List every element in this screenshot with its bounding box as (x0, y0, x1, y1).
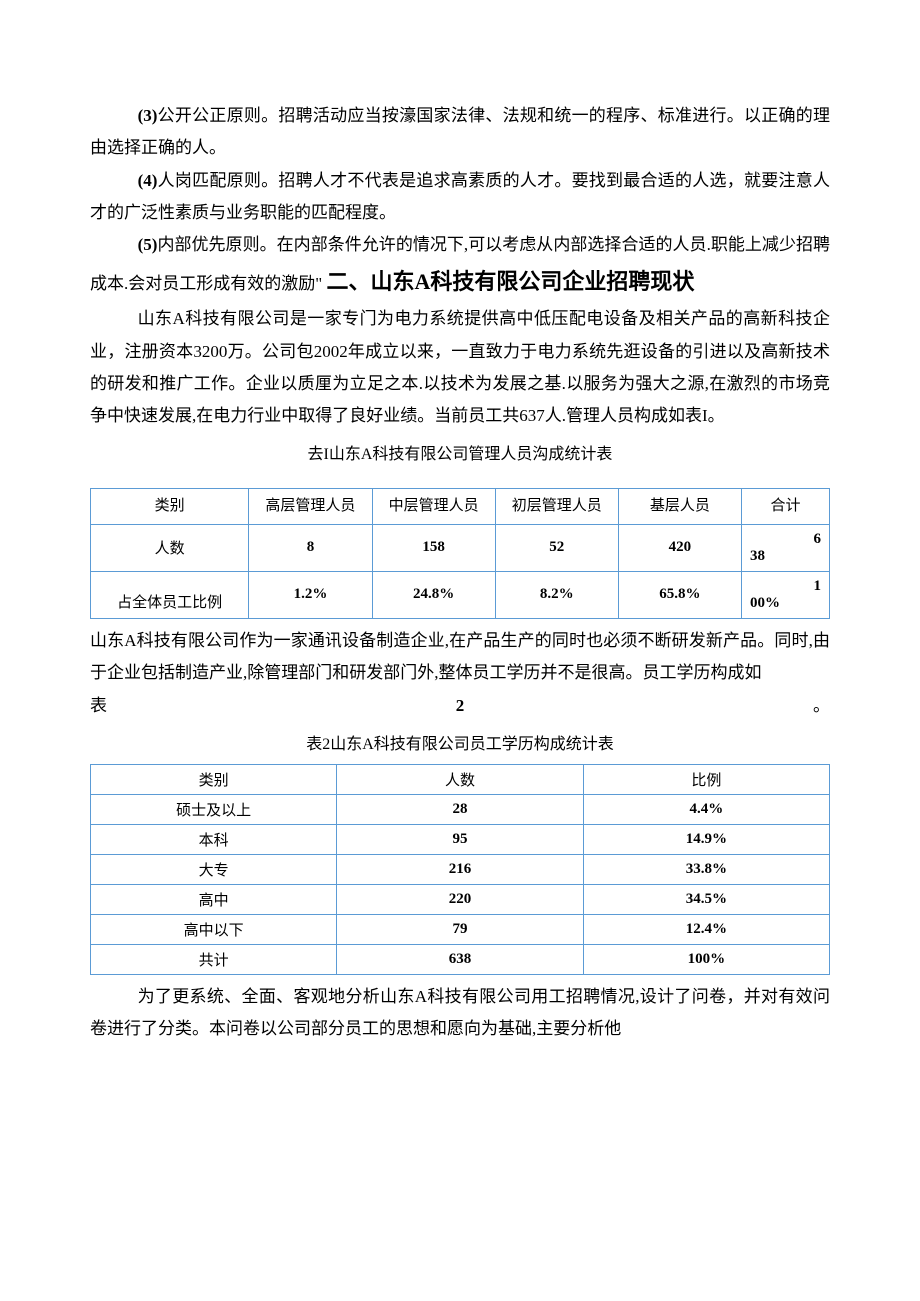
principle-3-paragraph: (3)公开公正原则。招聘活动应当按濠国家法律、法规和统一的程序、标准进行。以正确… (90, 100, 830, 165)
table-2-cell-label: 高中 (91, 884, 337, 914)
table-1-header-category: 类别 (91, 489, 249, 525)
table-1-cell-total: 1 00% (741, 571, 829, 618)
table-1-cell: 24.8% (372, 571, 495, 618)
table-2-cell-count: 28 (337, 794, 583, 824)
table-1-cell: 1.2% (249, 571, 372, 618)
table-1-header-middle: 中层管理人员 (372, 489, 495, 525)
table-2-cell-count: 220 (337, 884, 583, 914)
table-2-cell-count: 79 (337, 914, 583, 944)
table-1-row-count: 人数 8 158 52 420 6 38 (91, 524, 830, 571)
table-2-cell-pct: 4.4% (583, 794, 829, 824)
table-2-cell-label: 大专 (91, 854, 337, 884)
table-2-cell-pct: 12.4% (583, 914, 829, 944)
table-1-cell: 52 (495, 524, 618, 571)
table-2-cell-label: 本科 (91, 824, 337, 854)
table-1-row-count-label: 人数 (91, 524, 249, 571)
table-2-row: 本科 95 14.9% (91, 824, 830, 854)
table-2-header-category: 类别 (91, 764, 337, 794)
table-1-header-junior: 初层管理人员 (495, 489, 618, 525)
table-2-cell-pct: 33.8% (583, 854, 829, 884)
principle-5-paragraph: (5)内部优先原则。在内部条件允许的情况下,可以考虑从内部选择合适的人员.职能上… (90, 229, 830, 303)
table-2-cell-pct: 100% (583, 944, 829, 974)
spread-mid: 2 (456, 690, 465, 722)
principle-4-title: 人岗匹配原则。 (157, 171, 278, 190)
principle-5-label: (5) (138, 235, 158, 254)
table-2-cell-count: 638 (337, 944, 583, 974)
spacer (90, 474, 830, 488)
table-2-header-row: 类别 人数 比例 (91, 764, 830, 794)
table-1-cell: 8.2% (495, 571, 618, 618)
table-1: 类别 高层管理人员 中层管理人员 初层管理人员 基层人员 合计 人数 8 158… (90, 488, 830, 619)
table-2-header-count: 人数 (337, 764, 583, 794)
mid-paragraph-spread: 表 2 。 (90, 690, 830, 722)
table-2-cell-pct: 34.5% (583, 884, 829, 914)
table-2: 类别 人数 比例 硕士及以上 28 4.4% 本科 95 14.9% 大专 21… (90, 764, 830, 975)
outro-paragraph: 为了更系统、全面、客观地分析山东A科技有限公司用工招聘情况,设计了问卷，并对有效… (90, 981, 830, 1046)
table-1-caption: 去I山东A科技有限公司管理人员沟成统计表 (90, 440, 830, 464)
table-2-cell-label: 高中以下 (91, 914, 337, 944)
section-2-heading: 二、山东A科技有限公司企业招聘现状 (326, 269, 694, 294)
table-1-cell: 420 (618, 524, 741, 571)
table-1-row-percent: 占全体员工比例 1.2% 24.8% 8.2% 65.8% 1 00% (91, 571, 830, 618)
principle-3-title: 公开公正原则。 (157, 106, 278, 125)
document-page: (3)公开公正原则。招聘活动应当按濠国家法律、法规和统一的程序、标准进行。以正确… (0, 0, 920, 1105)
table-1-cell-total: 6 38 (741, 524, 829, 571)
table-2-row: 大专 216 33.8% (91, 854, 830, 884)
spread-left: 表 (90, 690, 107, 722)
table-2-row: 共计 638 100% (91, 944, 830, 974)
table-1-cell: 65.8% (618, 571, 741, 618)
table-2-cell-count: 95 (337, 824, 583, 854)
table-1-cell: 158 (372, 524, 495, 571)
spread-right: 。 (813, 690, 830, 722)
table-1-row-percent-label: 占全体员工比例 (91, 571, 249, 618)
table-1-header-base: 基层人员 (618, 489, 741, 525)
table-1-header-row: 类别 高层管理人员 中层管理人员 初层管理人员 基层人员 合计 (91, 489, 830, 525)
table-2-row: 高中以下 79 12.4% (91, 914, 830, 944)
table-2-cell-pct: 14.9% (583, 824, 829, 854)
table-1-cell: 8 (249, 524, 372, 571)
table-1-header-total: 合计 (741, 489, 829, 525)
principle-4-label: (4) (138, 171, 158, 190)
principle-4-paragraph: (4)人岗匹配原则。招聘人才不代表是追求高素质的人才。要找到最合适的人选，就要注… (90, 165, 830, 230)
table-2-row: 高中 220 34.5% (91, 884, 830, 914)
company-intro-paragraph: 山东A科技有限公司是一家专门为电力系统提供高中低压配电设备及相关产品的高新科技企… (90, 303, 830, 432)
principle-5-title: 内部优先原则。 (157, 235, 276, 254)
mid-paragraph-1: 山东A科技有限公司作为一家通讯设备制造企业,在产品生产的同时也必须不断研发新产品… (90, 625, 830, 690)
table-2-cell-label: 共计 (91, 944, 337, 974)
table-2-cell-label: 硕士及以上 (91, 794, 337, 824)
table-2-cell-count: 216 (337, 854, 583, 884)
table-2-header-percent: 比例 (583, 764, 829, 794)
table-2-caption: 表2山东A科技有限公司员工学历构成统计表 (90, 730, 830, 754)
table-2-row: 硕士及以上 28 4.4% (91, 794, 830, 824)
table-1-header-senior: 高层管理人员 (249, 489, 372, 525)
principle-3-label: (3) (138, 106, 158, 125)
